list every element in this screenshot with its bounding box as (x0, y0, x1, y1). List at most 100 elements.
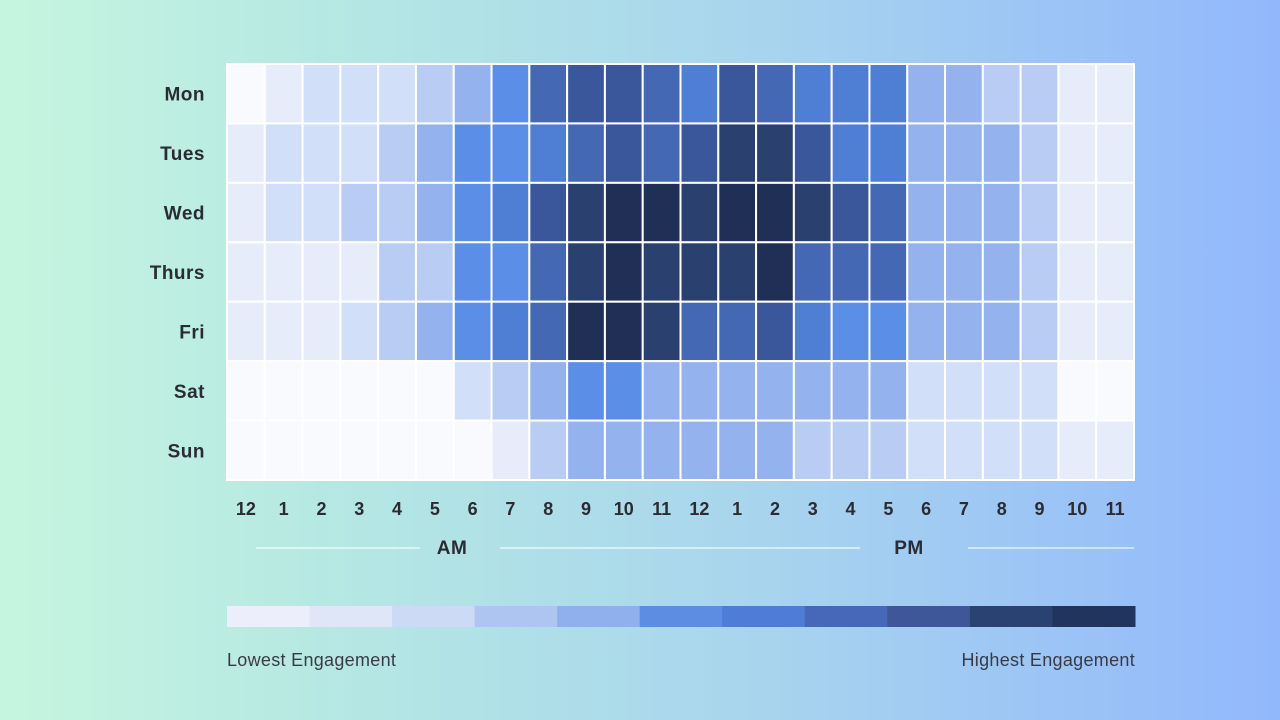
hour-label-21: 9 (1035, 499, 1045, 519)
heatmap-cell-tues-21 (1019, 122, 1060, 184)
hour-label-19: 7 (959, 499, 969, 519)
heatmap-cell-sun-2 (301, 419, 342, 482)
heatmap-cell-mon-13 (717, 63, 758, 125)
day-label-sun: Sun (168, 441, 205, 462)
heatmap-cell-thurs-4 (377, 241, 417, 303)
heatmap-cell-sat-4 (377, 360, 417, 422)
heatmap-cell-sat-15 (792, 360, 833, 422)
legend-swatch-9 (969, 606, 1053, 627)
heatmap-cell-mon-23 (1095, 63, 1135, 125)
heatmap-cell-tues-1 (263, 122, 304, 184)
heatmap-cell-fri-17 (868, 300, 909, 363)
heatmap-cell-tues-6 (452, 122, 493, 184)
heatmap-cell-mon-10 (603, 63, 644, 125)
legend-swatch-4 (557, 606, 641, 627)
heatmap-cell-mon-8 (528, 63, 569, 125)
heatmap-cell-sun-0 (226, 419, 266, 482)
heatmap-cell-fri-12 (679, 300, 720, 363)
heatmap-cell-fri-0 (226, 300, 266, 363)
heatmap-cell-sun-20 (981, 419, 1022, 482)
heatmap-cell-wed-12 (679, 181, 720, 244)
hour-label-5: 5 (430, 499, 440, 519)
day-label-sat: Sat (174, 382, 205, 403)
heatmap-cell-thurs-2 (301, 241, 342, 303)
heatmap-cell-mon-12 (679, 63, 720, 125)
heatmap-cell-mon-21 (1019, 63, 1060, 125)
heatmap-cell-sat-7 (490, 360, 531, 422)
hour-label-18: 6 (921, 499, 931, 519)
heatmap-cell-sat-12 (679, 360, 720, 422)
hour-label-8: 8 (543, 499, 553, 519)
heatmap-cell-thurs-1 (263, 241, 304, 303)
heatmap-cell-fri-20 (981, 300, 1022, 363)
legend-swatch-3 (474, 606, 558, 627)
heatmap-cell-fri-13 (717, 300, 758, 363)
heatmap-cell-tues-14 (755, 122, 795, 184)
heatmap-cell-wed-0 (226, 181, 266, 244)
heatmap-cell-mon-3 (339, 63, 380, 125)
heatmap-cell-sun-5 (414, 419, 455, 482)
hour-label-14: 2 (770, 499, 780, 519)
heatmap-cell-tues-23 (1095, 122, 1135, 184)
heatmap-cell-sun-11 (641, 419, 682, 482)
heatmap-cell-sun-12 (679, 419, 720, 482)
hour-label-9: 9 (581, 499, 591, 519)
heatmap-cell-tues-4 (377, 122, 417, 184)
legend-low-label: Lowest Engagement (227, 650, 396, 670)
heatmap-cell-wed-2 (301, 181, 342, 244)
heatmap-cell-fri-6 (452, 300, 493, 363)
heatmap-cells (226, 63, 1135, 482)
heatmap-cell-tues-11 (641, 122, 682, 184)
hour-label-4: 4 (392, 499, 402, 519)
heatmap-cell-sat-16 (830, 360, 871, 422)
heatmap-cell-wed-18 (906, 181, 947, 244)
heatmap-cell-sat-20 (981, 360, 1022, 422)
hour-label-23: 11 (1106, 499, 1125, 519)
legend-swatch-8 (887, 606, 971, 627)
heatmap-cell-wed-10 (603, 181, 644, 244)
heatmap-cell-tues-2 (301, 122, 342, 184)
heatmap-cell-thurs-19 (944, 241, 984, 303)
heatmap-cell-fri-4 (377, 300, 417, 363)
heatmap-cell-wed-23 (1095, 181, 1135, 244)
heatmap-cell-thurs-0 (226, 241, 266, 303)
heatmap-cell-sat-14 (755, 360, 795, 422)
heatmap-cell-tues-13 (717, 122, 758, 184)
heatmap-cell-sun-15 (792, 419, 833, 482)
pm-label: PM (894, 538, 924, 559)
heatmap-cell-fri-23 (1095, 300, 1135, 363)
heatmap-cell-thurs-9 (566, 241, 606, 303)
heatmap-cell-wed-13 (717, 181, 758, 244)
heatmap-cell-tues-19 (944, 122, 984, 184)
heatmap-cell-sat-22 (1057, 360, 1098, 422)
heatmap-cell-mon-2 (301, 63, 342, 125)
heatmap-cell-fri-15 (792, 300, 833, 363)
heatmap-cell-tues-9 (566, 122, 606, 184)
heatmap-cell-mon-4 (377, 63, 417, 125)
heatmap-cell-wed-14 (755, 181, 795, 244)
heatmap-cell-tues-3 (339, 122, 380, 184)
heatmap-cell-wed-16 (830, 181, 871, 244)
heatmap-cell-tues-17 (868, 122, 909, 184)
hour-label-10: 10 (614, 499, 634, 519)
heatmap-cell-mon-20 (981, 63, 1022, 125)
hour-label-2: 2 (316, 499, 326, 519)
heatmap-cell-fri-18 (906, 300, 947, 363)
heatmap-cell-thurs-6 (452, 241, 493, 303)
hour-label-15: 3 (808, 499, 818, 519)
hour-label-11: 11 (652, 499, 671, 519)
legend-swatch-6 (722, 606, 806, 627)
heatmap-cell-thurs-22 (1057, 241, 1098, 303)
heatmap-cell-mon-0 (226, 63, 266, 125)
heatmap-cell-mon-11 (641, 63, 682, 125)
day-label-mon: Mon (164, 85, 205, 106)
heatmap-cell-fri-8 (528, 300, 569, 363)
heatmap-cell-sat-9 (566, 360, 606, 422)
heatmap-cell-fri-14 (755, 300, 795, 363)
heatmap-cell-wed-1 (263, 181, 304, 244)
heatmap-cell-mon-6 (452, 63, 493, 125)
heatmap-cell-mon-15 (792, 63, 833, 125)
heatmap-cell-sat-1 (263, 360, 304, 422)
heatmap-cell-sun-13 (717, 419, 758, 482)
